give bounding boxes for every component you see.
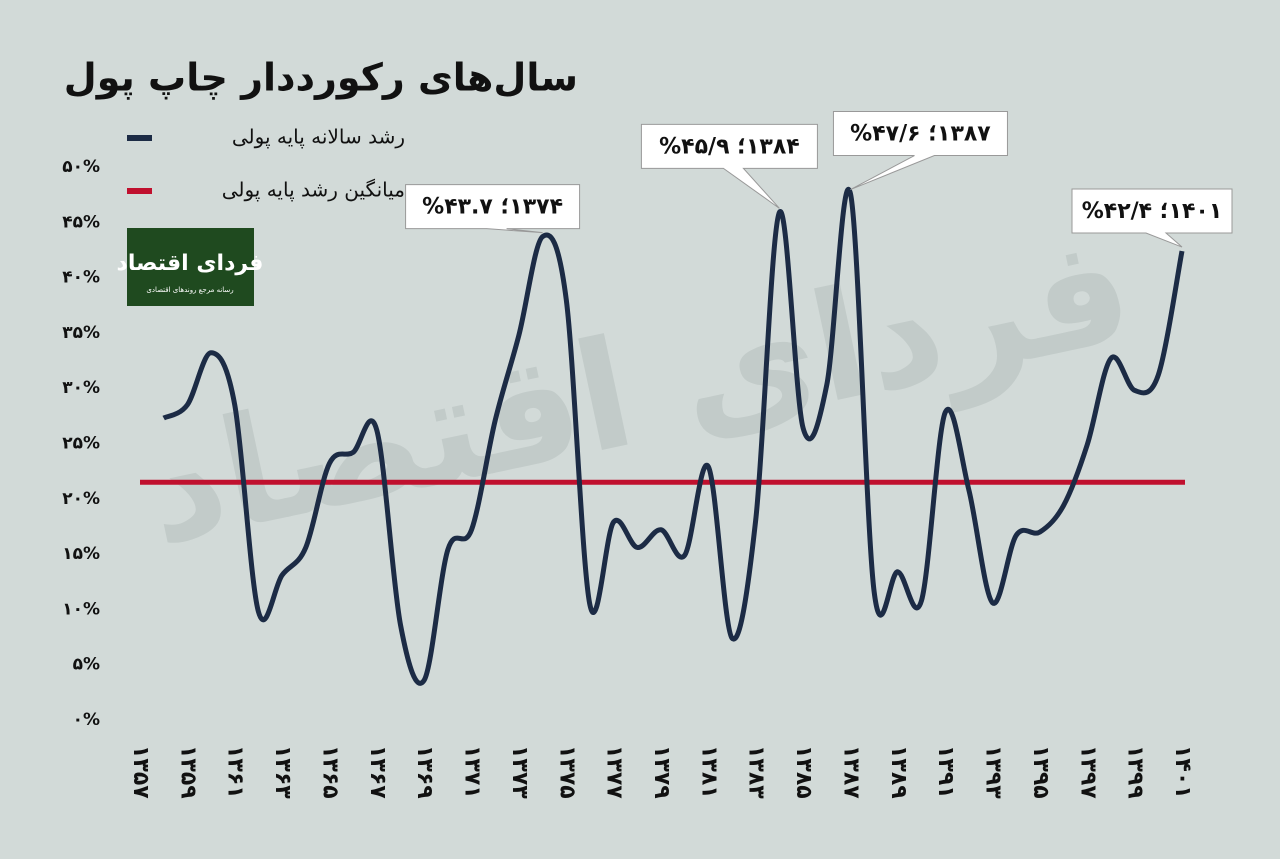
x-tick-label: ۱۳۶۷ <box>365 745 390 799</box>
x-tick-label: ۱۳۶۳ <box>270 745 295 799</box>
x-tick-label: ۱۳۷۵ <box>554 745 579 799</box>
x-tick-label: ۱۳۸۱ <box>696 745 721 799</box>
callout-label: ۱۴۰۱؛ ۴۲/۴% <box>1082 199 1223 224</box>
x-tick-label: ۱۳۹۷ <box>1075 745 1100 799</box>
x-tick-label: ۱۳۷۷ <box>602 745 627 799</box>
callout-label: ۱۳۸۴؛ ۴۵/۹% <box>659 134 800 159</box>
callout-box <box>1071 188 1233 248</box>
x-tick-label: ۱۳۶۱ <box>223 745 248 799</box>
series-line <box>162 187 1185 686</box>
x-tick-label: ۱۳۵۷ <box>128 745 153 799</box>
x-tick-label: ۱۳۸۹ <box>886 745 911 799</box>
logo-name: فردای اقتصاد <box>117 251 264 276</box>
y-tick-label: ۲۵% <box>62 434 100 454</box>
chart-title: سال‌های رکورددار چاپ پول <box>64 56 578 100</box>
logo-box <box>127 228 254 306</box>
y-tick-label: ۵۰% <box>62 157 100 177</box>
logo-tagline: رسانه مرجع روندهای اقتصادی <box>146 286 233 294</box>
callout-box <box>832 111 1008 191</box>
x-tick-label: ۱۳۸۷ <box>838 745 863 799</box>
legend-label: رشد سالانه پایه پولی <box>232 125 405 150</box>
y-tick-label: ۳۵% <box>62 323 100 343</box>
callout-label: ۱۳۸۷؛ ۴۷/۶% <box>850 122 991 147</box>
x-tick-label: ۱۳۶۵ <box>317 745 342 799</box>
callout-box <box>640 123 818 209</box>
x-tick-label: ۱۳۸۳ <box>744 745 769 799</box>
x-tick-label: ۱۳۹۱ <box>933 745 958 799</box>
y-tick-label: ۲۰% <box>62 489 100 509</box>
y-tick-label: ۵% <box>73 655 100 675</box>
y-tick-label: ۱۵% <box>62 544 100 564</box>
x-tick-label: ۱۳۷۳ <box>507 745 532 799</box>
y-tick-label: ۴۵% <box>62 212 100 232</box>
x-tick-label: ۱۴۰۱ <box>1170 745 1195 799</box>
legend-label: میانگین رشد پایه پولی <box>222 178 405 203</box>
x-tick-label: ۱۳۷۱ <box>460 745 485 799</box>
x-tick-label: ۱۳۸۵ <box>791 745 816 799</box>
y-tick-label: ۰% <box>73 710 100 730</box>
x-tick-label: ۱۳۹۹ <box>1123 745 1148 799</box>
y-tick-label: ۴۰% <box>62 268 100 288</box>
x-tick-label: ۱۳۷۹ <box>649 745 674 799</box>
x-tick-label: ۱۳۹۳ <box>981 745 1006 799</box>
callout-box <box>405 184 581 234</box>
x-tick-label: ۱۳۹۵ <box>1028 745 1053 799</box>
x-tick-label: ۱۳۶۹ <box>412 745 437 799</box>
y-tick-label: ۳۰% <box>62 378 100 398</box>
x-tick-label: ۱۳۵۹ <box>175 745 200 799</box>
callout-label: ۱۳۷۴؛ ۴۳.۷% <box>422 195 563 220</box>
y-tick-label: ۱۰% <box>62 599 100 619</box>
